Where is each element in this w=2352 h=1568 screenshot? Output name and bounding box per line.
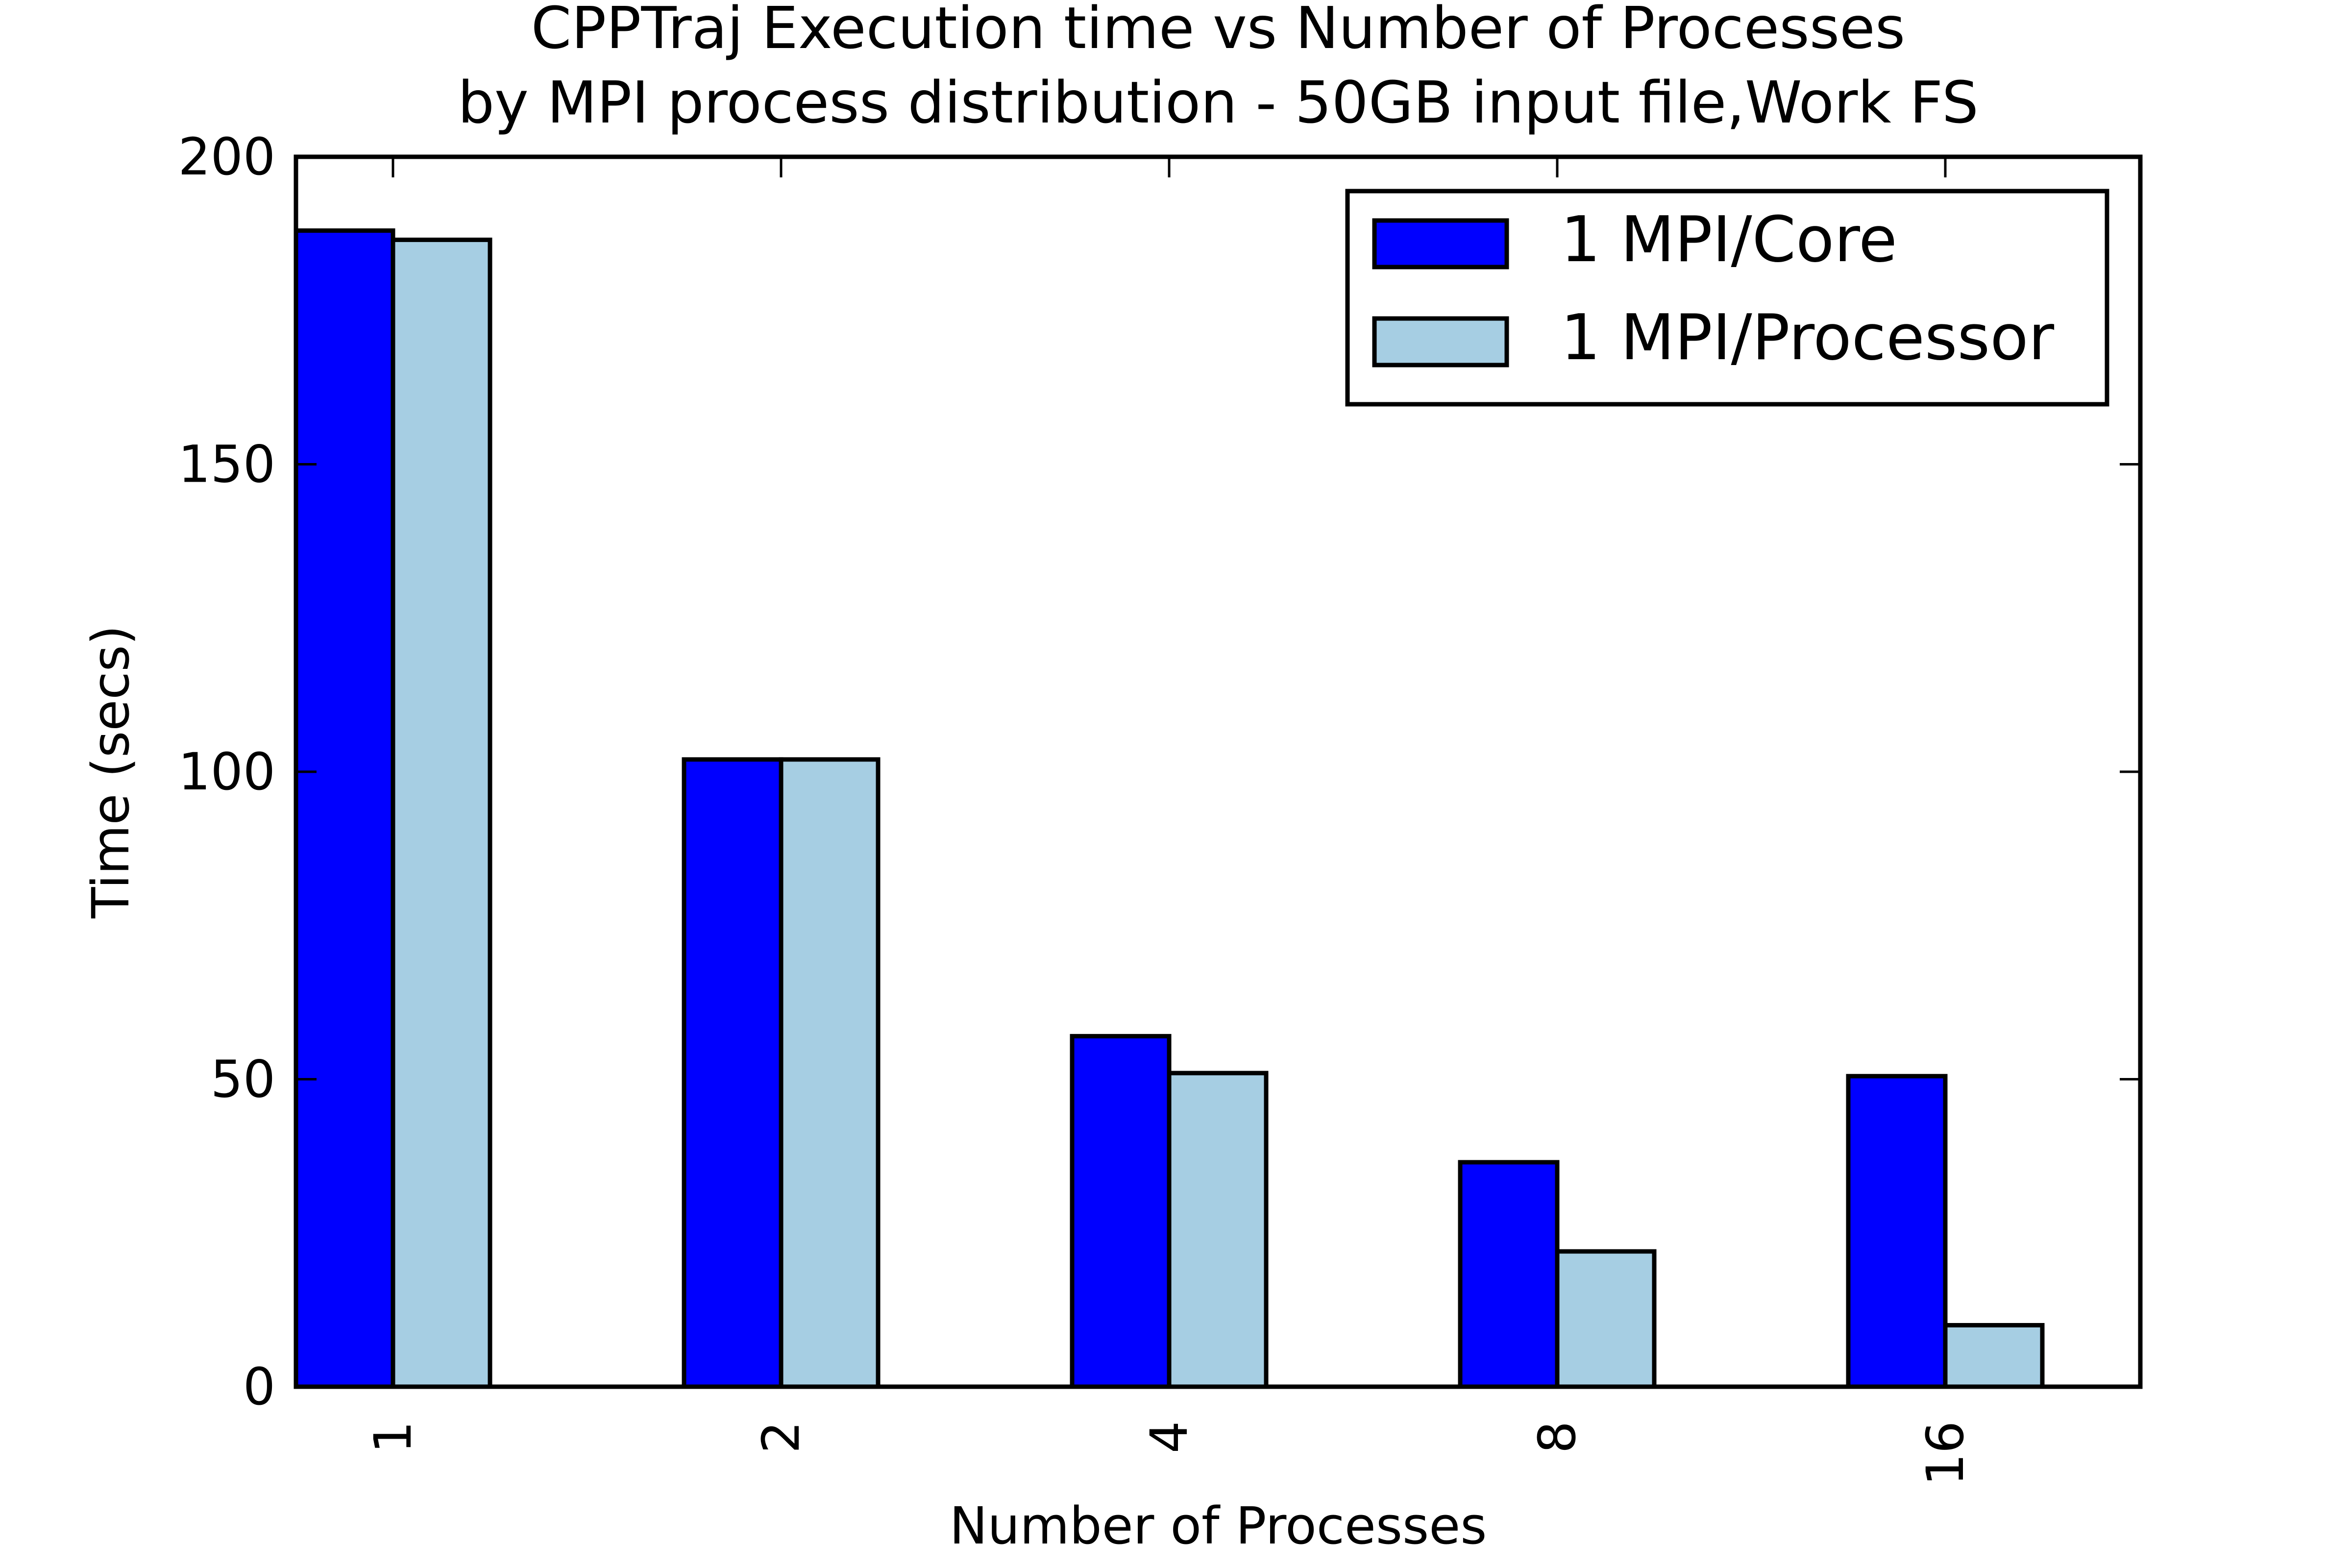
x-tick-label: 2 — [751, 1421, 811, 1453]
axis-ticks: 0 50 100 150 200 1 2 4 8 16 — [178, 127, 2140, 1486]
bar-core-1 — [294, 228, 395, 1389]
x-tick-label: 8 — [1527, 1421, 1587, 1453]
legend: 1 MPI/Core 1 MPI/Processor — [1345, 189, 2109, 407]
y-tick-label: 100 — [178, 742, 275, 802]
y-tick-label: 150 — [178, 435, 275, 494]
x-axis-label: Number of Processes — [950, 1496, 1487, 1556]
y-tick-label: 0 — [243, 1357, 275, 1417]
bar-processor-2 — [779, 757, 881, 1389]
legend-swatch-core — [1372, 218, 1509, 270]
bar-processor-8 — [1555, 1249, 1657, 1389]
legend-swatch-processor — [1372, 316, 1509, 368]
legend-label-core: 1 MPI/Core — [1561, 203, 1897, 276]
y-tick-label: 200 — [178, 127, 275, 187]
bar-processor-16 — [1943, 1323, 2045, 1389]
bar-processor-1 — [391, 237, 492, 1389]
chart-title: CPPTraj Execution time vs Number of Proc… — [531, 0, 1906, 62]
bars — [294, 228, 2045, 1389]
bar-processor-4 — [1167, 1071, 1269, 1389]
bar-core-2 — [682, 757, 784, 1389]
legend-label-processor: 1 MPI/Processor — [1561, 301, 2055, 374]
bar-core-16 — [1846, 1074, 1948, 1389]
y-axis-label: Time (secs) — [81, 625, 141, 919]
y-tick-label: 50 — [211, 1050, 275, 1109]
x-tick-label: 1 — [363, 1421, 423, 1453]
x-tick-label: 4 — [1139, 1421, 1199, 1453]
chart-subtitle: by MPI process distribution - 50GB input… — [458, 69, 1979, 136]
bar-core-8 — [1458, 1160, 1560, 1389]
bar-core-4 — [1070, 1034, 1172, 1389]
plot-frame — [294, 154, 2143, 1389]
x-tick-label: 16 — [1915, 1421, 1975, 1486]
